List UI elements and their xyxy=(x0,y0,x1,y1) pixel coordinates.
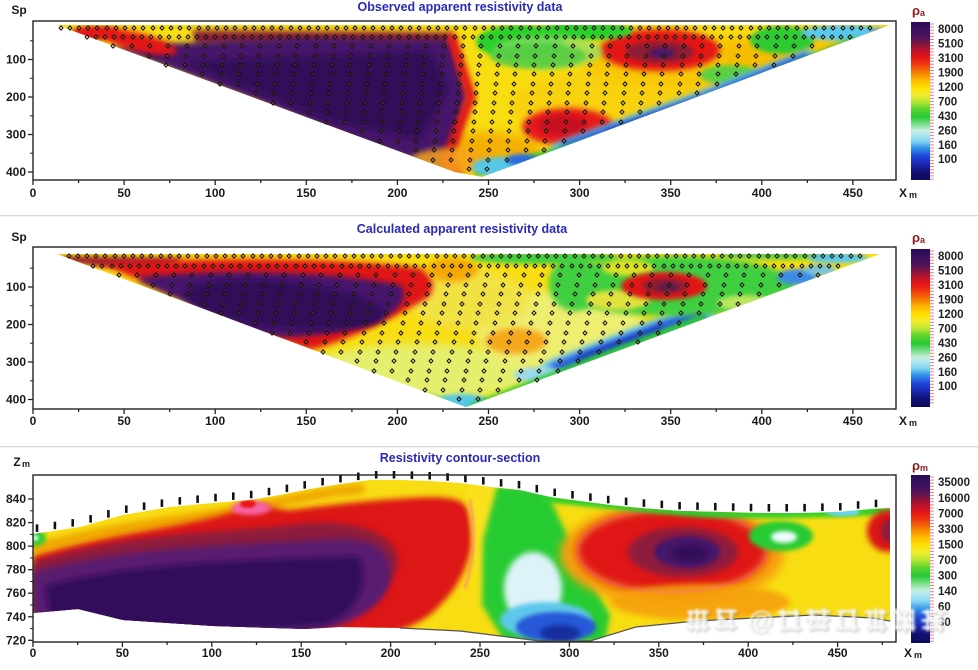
svg-text:Observed apparent resistivity: Observed apparent resistivity data xyxy=(358,0,564,14)
svg-text:3100: 3100 xyxy=(938,53,964,65)
svg-text:7000: 7000 xyxy=(938,508,964,520)
svg-text:300: 300 xyxy=(6,128,26,142)
svg-text:400: 400 xyxy=(752,186,772,200)
svg-text:740: 740 xyxy=(6,610,26,624)
svg-text:200: 200 xyxy=(387,186,407,200)
svg-text:3300: 3300 xyxy=(938,524,964,536)
svg-text:700: 700 xyxy=(938,555,957,567)
svg-text:100: 100 xyxy=(938,154,957,166)
svg-text:100: 100 xyxy=(205,186,225,200)
svg-text:300: 300 xyxy=(570,414,590,428)
svg-text:350: 350 xyxy=(661,186,681,200)
svg-text:5100: 5100 xyxy=(938,266,964,278)
svg-text:150: 150 xyxy=(296,414,316,428)
svg-text:250: 250 xyxy=(478,186,498,200)
svg-text:m: m xyxy=(22,459,30,469)
svg-text:450: 450 xyxy=(828,646,848,660)
svg-text:200: 200 xyxy=(381,646,401,660)
svg-text:0: 0 xyxy=(30,646,37,660)
svg-text:720: 720 xyxy=(6,633,26,647)
svg-text:140: 140 xyxy=(938,586,957,598)
svg-text:Sp: Sp xyxy=(11,3,26,17)
svg-text:100: 100 xyxy=(202,646,222,660)
svg-text:@: @ xyxy=(749,606,774,636)
svg-text:m: m xyxy=(909,418,917,428)
svg-text:@: @ xyxy=(748,605,773,635)
svg-text:16000: 16000 xyxy=(938,493,970,505)
svg-text:1500: 1500 xyxy=(938,539,964,551)
svg-text:Resistivity contour-section: Resistivity contour-section xyxy=(380,451,540,465)
svg-text:800: 800 xyxy=(6,539,26,553)
svg-text:Sp: Sp xyxy=(11,230,26,244)
svg-text:700: 700 xyxy=(938,323,957,335)
svg-text:400: 400 xyxy=(6,393,26,407)
svg-text:350: 350 xyxy=(649,646,669,660)
svg-text:150: 150 xyxy=(291,646,311,660)
svg-text:X: X xyxy=(899,186,907,200)
svg-text:300: 300 xyxy=(570,186,590,200)
svg-text:400: 400 xyxy=(6,165,26,179)
svg-text:100: 100 xyxy=(6,53,26,67)
svg-text:35000: 35000 xyxy=(938,477,970,489)
svg-text:250: 250 xyxy=(470,646,490,660)
svg-text:Calculated apparent resistivit: Calculated apparent resistivity data xyxy=(357,222,569,236)
svg-text:1200: 1200 xyxy=(938,82,964,94)
svg-text:50: 50 xyxy=(117,186,131,200)
svg-text:400: 400 xyxy=(738,646,758,660)
svg-text:200: 200 xyxy=(6,90,26,104)
svg-text:200: 200 xyxy=(387,414,407,428)
svg-text:8000: 8000 xyxy=(938,24,964,36)
svg-text:m: m xyxy=(914,650,922,660)
svg-text:X: X xyxy=(899,414,907,428)
svg-text:160: 160 xyxy=(938,140,957,152)
svg-text:8000: 8000 xyxy=(938,251,964,263)
svg-text:450: 450 xyxy=(843,186,863,200)
svg-text:5100: 5100 xyxy=(938,39,964,51)
svg-text:m: m xyxy=(909,190,917,200)
svg-text:Z: Z xyxy=(13,455,20,469)
svg-text:1900: 1900 xyxy=(938,295,964,307)
svg-text:1900: 1900 xyxy=(938,68,964,80)
svg-text:200: 200 xyxy=(6,318,26,332)
svg-text:430: 430 xyxy=(938,111,957,123)
svg-text:300: 300 xyxy=(6,355,26,369)
svg-text:300: 300 xyxy=(559,646,579,660)
svg-text:1200: 1200 xyxy=(938,309,964,321)
svg-text:780: 780 xyxy=(6,563,26,577)
svg-text:50: 50 xyxy=(116,646,130,660)
svg-text:100: 100 xyxy=(205,414,225,428)
svg-text:260: 260 xyxy=(938,352,957,364)
svg-text:100: 100 xyxy=(6,280,26,294)
svg-text:450: 450 xyxy=(843,414,863,428)
svg-text:50: 50 xyxy=(117,414,131,428)
svg-text:100: 100 xyxy=(938,381,957,393)
svg-text:250: 250 xyxy=(478,414,498,428)
svg-text:430: 430 xyxy=(938,338,957,350)
svg-text:160: 160 xyxy=(938,367,957,379)
svg-text:350: 350 xyxy=(661,414,681,428)
svg-text:150: 150 xyxy=(296,186,316,200)
svg-text:3100: 3100 xyxy=(938,280,964,292)
svg-text:300: 300 xyxy=(938,571,957,583)
svg-text:840: 840 xyxy=(6,492,26,506)
svg-text:0: 0 xyxy=(30,414,37,428)
svg-text:X: X xyxy=(904,646,912,660)
svg-text:260: 260 xyxy=(938,125,957,137)
svg-text:760: 760 xyxy=(6,586,26,600)
svg-text:400: 400 xyxy=(752,414,772,428)
svg-text:700: 700 xyxy=(938,96,957,108)
svg-text:820: 820 xyxy=(6,516,26,530)
svg-text:0: 0 xyxy=(30,186,37,200)
